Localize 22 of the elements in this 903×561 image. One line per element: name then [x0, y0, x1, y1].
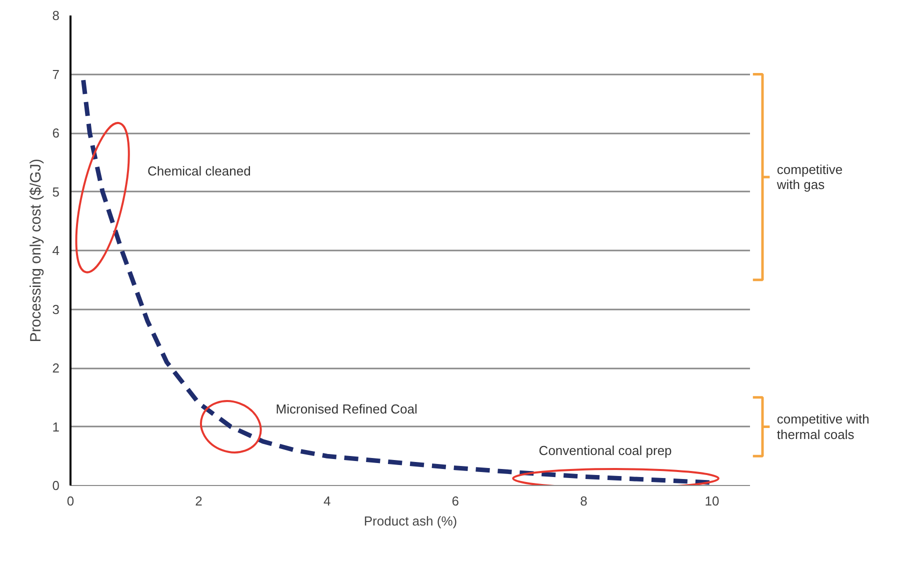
text: competitive with gas — [776, 162, 843, 192]
y-tick-label: 7 — [52, 66, 60, 82]
y-axis-title: Processing only cost ($/GJ) — [27, 158, 44, 342]
x-tick-label: 6 — [452, 494, 460, 508]
y-tick-label: 8 — [52, 8, 60, 23]
y-tick-label: 3 — [52, 302, 60, 317]
y-tick-label: 1 — [52, 419, 60, 434]
text: competitive with thermal coals — [776, 412, 870, 442]
x-tick-label: 8 — [580, 494, 588, 508]
annotation: Micronised Refined Coal — [276, 402, 418, 417]
x-tick-label: 10 — [704, 494, 720, 508]
y-tick-label: 4 — [52, 243, 60, 258]
x-tick-label: 4 — [323, 494, 331, 508]
x-axis-title: Product ash (%) — [364, 514, 458, 528]
annotation: Chemical cleaned — [147, 164, 251, 179]
y-tick-label: 2 — [52, 360, 60, 376]
y-tick-label: 6 — [52, 126, 60, 140]
y-tick-label: 5 — [52, 184, 60, 200]
annotation: Conventional coal prep — [538, 442, 672, 458]
y-tick-label: 0 — [52, 478, 60, 493]
x-tick-label: 2 — [195, 494, 202, 508]
x-tick-label: 0 — [66, 494, 74, 508]
